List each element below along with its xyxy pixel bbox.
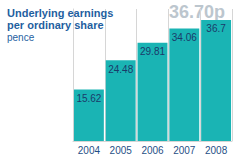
svg-text:2004: 2004: [78, 145, 101, 156]
svg-text:per ordinary share: per ordinary share: [7, 19, 104, 31]
svg-text:36.70p: 36.70p: [169, 2, 225, 22]
svg-text:36.7: 36.7: [206, 23, 226, 34]
svg-text:2007: 2007: [173, 145, 196, 156]
svg-text:24.48: 24.48: [108, 64, 133, 75]
svg-text:2008: 2008: [205, 145, 228, 156]
svg-text:2006: 2006: [141, 145, 164, 156]
svg-text:Underlying earnings: Underlying earnings: [7, 7, 116, 19]
svg-text:pence: pence: [7, 32, 35, 43]
svg-text:15.62: 15.62: [76, 93, 101, 104]
svg-text:29.81: 29.81: [140, 46, 165, 57]
svg-text:2005: 2005: [110, 145, 133, 156]
svg-text:34.06: 34.06: [172, 32, 197, 43]
